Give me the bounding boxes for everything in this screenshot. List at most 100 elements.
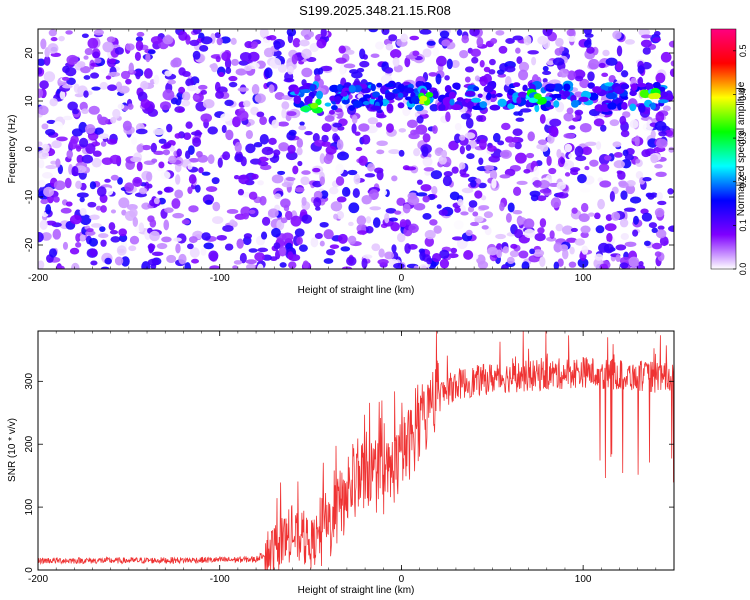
heatmap-cell: [668, 146, 674, 153]
heatmap-cell: [542, 65, 549, 72]
heatmap-cell: [100, 266, 110, 269]
heatmap-cell: [56, 265, 65, 269]
heatmap-cell: [187, 186, 193, 194]
heatmap-cell: [107, 138, 118, 145]
heatmap-cell: [161, 236, 172, 243]
heatmap-cell: [555, 223, 564, 232]
heatmap-cell: [434, 147, 443, 157]
heatmap-cell: [75, 145, 82, 152]
heatmap-cell: [135, 40, 144, 52]
heatmap-band-cell: [376, 82, 383, 88]
heatmap-cell: [117, 103, 125, 110]
heatmap-cell: [514, 152, 527, 164]
heatmap-cell: [465, 117, 474, 129]
heatmap-cell: [335, 57, 347, 64]
heatmap-cell: [385, 123, 394, 133]
heatmap-cell: [600, 124, 607, 132]
heatmap-cell: [297, 160, 303, 167]
heatmap-band-cell: [363, 94, 372, 99]
heatmap-cell: [315, 206, 321, 211]
heatmap-cell: [407, 195, 420, 206]
heatmap-cell: [79, 196, 85, 203]
heatmap-cell: [619, 218, 629, 228]
heatmap-cell: [546, 155, 552, 167]
heatmap-cell: [409, 35, 420, 41]
heatmap-cell: [218, 71, 225, 78]
heatmap-cell: [504, 65, 516, 73]
heatmap-cell: [116, 245, 127, 256]
heatmap-band-cell: [377, 95, 384, 102]
heatmap-cell: [87, 201, 97, 208]
heatmap-cell: [445, 111, 451, 122]
spectrogram-xtick-label: -200: [28, 273, 48, 284]
heatmap-band-cell: [516, 96, 522, 104]
heatmap-cell: [509, 250, 520, 258]
heatmap-cell: [258, 156, 269, 162]
heatmap-cell: [70, 262, 80, 269]
heatmap-cell: [616, 45, 623, 57]
heatmap-cell: [612, 30, 622, 40]
heatmap-cell: [208, 250, 219, 262]
heatmap-cell: [420, 184, 432, 192]
heatmap-cell: [271, 227, 281, 238]
heatmap-cell: [269, 57, 282, 69]
heatmap-cell: [38, 58, 46, 67]
heatmap-cell: [198, 167, 204, 174]
heatmap-cell: [277, 121, 290, 127]
heatmap-cell: [287, 144, 296, 154]
heatmap-band-cell: [638, 103, 646, 113]
heatmap-band-cell: [309, 84, 316, 92]
heatmap-cell: [321, 123, 332, 133]
heatmap-cell: [566, 107, 574, 115]
heatmap-cell: [192, 94, 200, 100]
heatmap-cell: [554, 47, 563, 56]
heatmap-strong-cell: [300, 105, 311, 113]
heatmap-cell: [153, 74, 160, 85]
heatmap-cell: [619, 115, 627, 125]
heatmap-cell: [501, 264, 509, 269]
heatmap-cell: [259, 29, 269, 39]
heatmap-cell: [294, 187, 305, 193]
heatmap-cell: [516, 56, 523, 65]
heatmap-cell: [68, 138, 78, 150]
heatmap-cell: [571, 207, 578, 214]
heatmap-band-cell: [605, 92, 617, 100]
heatmap-cell: [496, 69, 505, 75]
snr-ytick-label: 300: [24, 373, 35, 390]
heatmap-cell: [651, 53, 658, 63]
heatmap-peak-cell: [419, 95, 428, 102]
heatmap-cell: [85, 230, 96, 236]
heatmap-cell: [478, 157, 484, 165]
heatmap-band-cell: [629, 90, 637, 97]
heatmap-cell: [476, 36, 484, 48]
heatmap-cell: [91, 157, 102, 168]
heatmap-cell: [321, 134, 329, 143]
colorbar-label: Normalized spectral amplitude: [736, 81, 747, 216]
heatmap-cell: [121, 209, 127, 216]
heatmap-cell: [127, 103, 134, 110]
heatmap-cell: [439, 249, 450, 259]
heatmap-band-cell: [316, 90, 324, 100]
heatmap-cell: [170, 97, 178, 105]
colorbar-tick-label: 0.4: [738, 88, 748, 101]
heatmap-cell: [641, 212, 653, 222]
heatmap-cell: [91, 86, 101, 91]
heatmap-cell: [216, 234, 228, 241]
heatmap-cell: [483, 211, 494, 219]
heatmap-cell: [478, 205, 490, 211]
heatmap-cell: [231, 58, 239, 66]
heatmap-cell: [451, 166, 459, 174]
heatmap-cell: [53, 196, 60, 203]
heatmap-cell: [513, 186, 522, 196]
heatmap-cell: [655, 171, 667, 178]
heatmap-cell: [499, 149, 512, 159]
heatmap-band-cell: [392, 88, 401, 94]
heatmap-cell: [264, 67, 273, 79]
heatmap-cell: [457, 198, 464, 207]
heatmap-cell: [99, 81, 109, 90]
heatmap-cell: [88, 105, 100, 115]
heatmap-cell: [99, 226, 106, 232]
heatmap-cell: [598, 62, 606, 69]
colorbar-tick-label: 0.5: [738, 45, 748, 58]
